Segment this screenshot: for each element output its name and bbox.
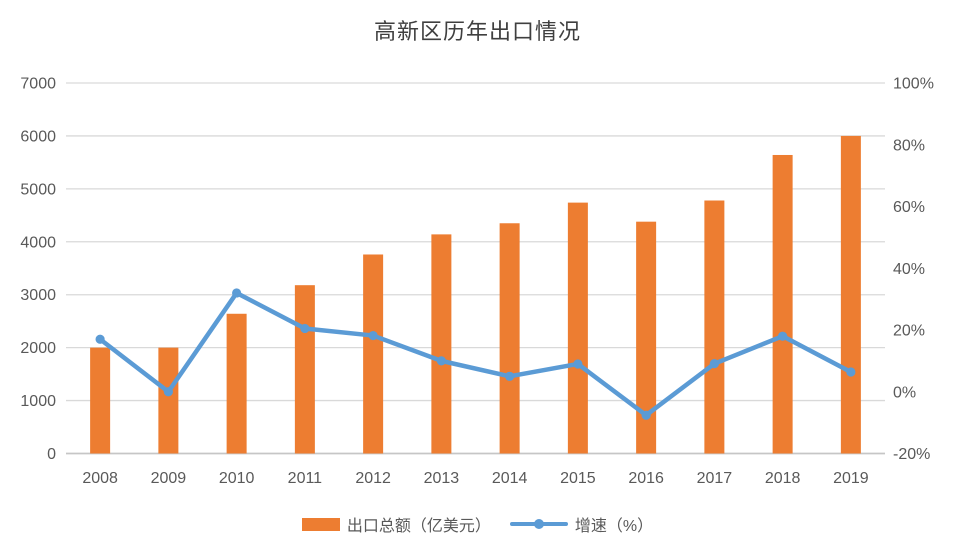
y-axis-right-tick-label: 100% bbox=[893, 76, 934, 93]
line-marker bbox=[846, 367, 856, 377]
x-axis-tick-label: 2010 bbox=[219, 470, 255, 487]
bar bbox=[226, 313, 247, 454]
y-axis-left-tick-label: 5000 bbox=[20, 181, 56, 198]
y-axis-right-tick-label: 0% bbox=[893, 384, 916, 401]
bar bbox=[772, 154, 793, 454]
line-marker bbox=[573, 359, 583, 369]
bar bbox=[158, 347, 179, 454]
line-marker bbox=[232, 288, 242, 298]
legend-bar-swatch bbox=[301, 517, 340, 531]
bar bbox=[499, 223, 520, 454]
chart-title: 高新区历年出口情况 bbox=[373, 20, 581, 45]
line-marker bbox=[95, 334, 105, 344]
y-axis-left-tick-label: 6000 bbox=[20, 128, 56, 145]
bar bbox=[704, 200, 725, 454]
y-axis-right-tick-label: -20% bbox=[893, 446, 930, 463]
legend-line-swatch bbox=[509, 518, 568, 530]
y-axis-right-tick-label: 60% bbox=[893, 199, 925, 216]
line-marker bbox=[778, 331, 788, 341]
x-axis-tick-label: 2019 bbox=[833, 470, 869, 487]
y-axis-right-tick-label: 80% bbox=[893, 137, 925, 154]
bar bbox=[431, 234, 452, 454]
line-marker bbox=[436, 356, 446, 366]
chart-legend: 出口总额（亿美元） 增速（%） bbox=[0, 512, 955, 536]
x-axis-tick-label: 2013 bbox=[424, 470, 460, 487]
bar bbox=[294, 285, 315, 454]
x-axis-tick-label: 2011 bbox=[288, 470, 323, 487]
x-axis-tick-label: 2008 bbox=[82, 470, 118, 487]
legend-line-label: 增速（%） bbox=[574, 518, 654, 535]
line-series bbox=[97, 290, 854, 418]
y-axis-left-tick-label: 4000 bbox=[20, 234, 56, 251]
y-axis-left-tick-label: 3000 bbox=[20, 287, 56, 304]
x-axis-tick-label: 2015 bbox=[560, 470, 596, 487]
x-axis-tick-label: 2018 bbox=[765, 470, 801, 487]
x-axis-tick-label: 2012 bbox=[355, 470, 391, 487]
line-marker bbox=[368, 330, 378, 341]
bar bbox=[636, 221, 657, 454]
y-axis-left-tick-label: 0 bbox=[47, 446, 56, 463]
x-axis-tick-label: 2017 bbox=[697, 470, 733, 487]
line-marker bbox=[163, 387, 173, 397]
bar bbox=[840, 135, 861, 454]
y-axis-left-tick-label: 1000 bbox=[20, 393, 56, 410]
line-marker bbox=[641, 410, 651, 420]
x-axis-tick-label: 2016 bbox=[628, 470, 664, 487]
y-axis-left-tick-label: 2000 bbox=[20, 340, 56, 357]
x-axis-tick-label: 2014 bbox=[492, 470, 528, 487]
legend-line-marker bbox=[533, 519, 544, 529]
y-axis-left-tick-label: 7000 bbox=[20, 76, 56, 93]
line-marker bbox=[300, 323, 310, 334]
y-axis-right-tick-label: 40% bbox=[893, 261, 925, 278]
bar bbox=[567, 202, 588, 454]
y-axis-right-tick-label: 20% bbox=[893, 323, 925, 340]
x-axis-tick-label: 2009 bbox=[151, 470, 187, 487]
line-marker bbox=[505, 371, 515, 381]
bar bbox=[363, 254, 384, 454]
bar bbox=[90, 347, 111, 454]
legend-bar-label: 出口总额（亿美元） bbox=[346, 518, 491, 535]
line-marker bbox=[709, 359, 719, 369]
